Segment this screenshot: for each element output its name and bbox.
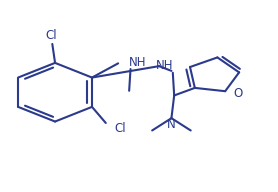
Text: Cl: Cl xyxy=(45,29,57,42)
Text: NH: NH xyxy=(129,56,147,69)
Text: Cl: Cl xyxy=(114,122,126,135)
Text: O: O xyxy=(234,87,243,100)
Text: NH: NH xyxy=(156,59,173,72)
Text: N: N xyxy=(167,118,176,131)
